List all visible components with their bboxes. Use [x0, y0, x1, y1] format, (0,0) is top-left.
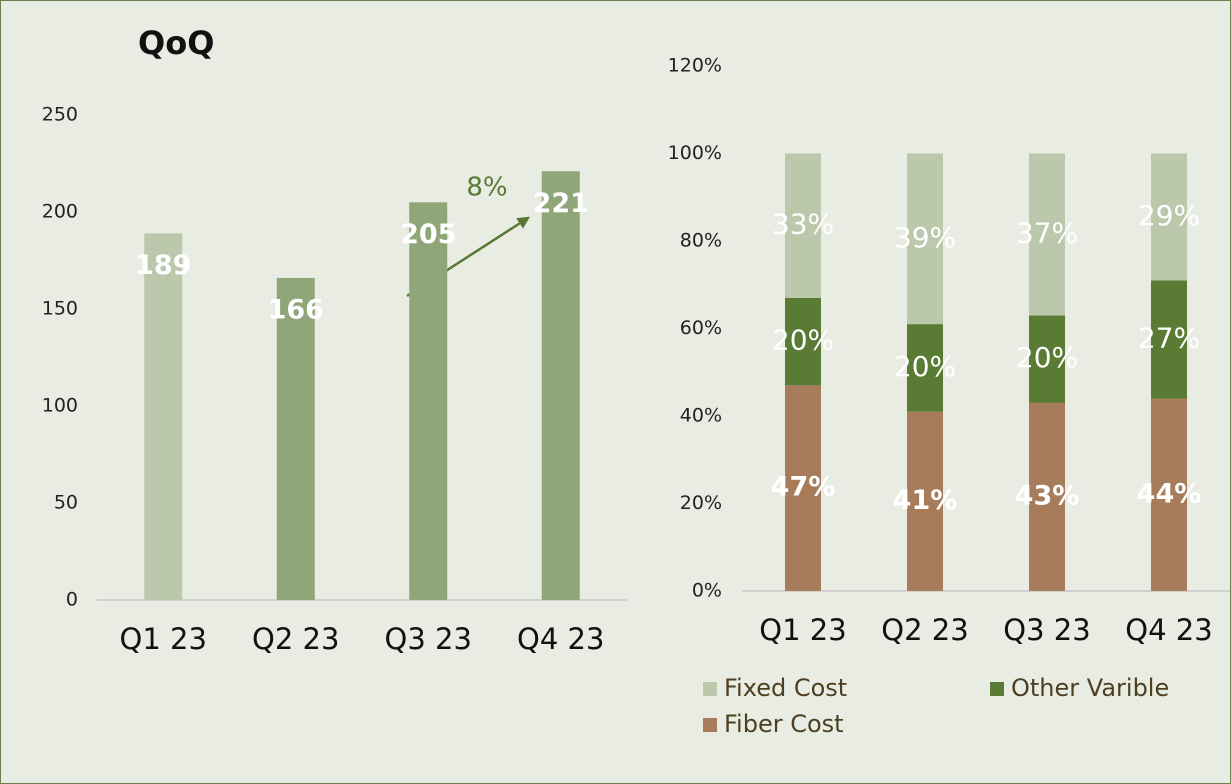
x-tick-label: Q2 23: [881, 613, 968, 647]
data-label: 43%: [1015, 480, 1080, 511]
legend-label: Other Varible: [1011, 674, 1169, 702]
bar-segment: [1151, 280, 1187, 399]
data-label: 20%: [1016, 341, 1078, 374]
x-tick-label: Q2 23: [252, 622, 339, 656]
x-tick-label: Q1 23: [759, 613, 846, 647]
x-tick-label: Q3 23: [385, 622, 472, 656]
bar: [541, 171, 580, 600]
data-label: 47%: [771, 472, 836, 503]
bar-segment: [785, 297, 821, 386]
y-tick-label: 20%: [680, 492, 722, 514]
annotation: 8%: [466, 173, 507, 203]
data-label: 205: [400, 219, 456, 250]
chart-title: QoQ: [138, 24, 214, 62]
bar-segment: [785, 385, 821, 591]
bar: [276, 277, 315, 600]
data-label: 20%: [772, 324, 834, 357]
bar-segment: [907, 411, 943, 591]
data-label: 39%: [894, 221, 956, 254]
y-tick-label: 150: [42, 298, 78, 320]
x-tick-label: Q4 23: [1125, 613, 1212, 647]
data-label: 29%: [1138, 199, 1200, 232]
y-tick-label: 60%: [680, 317, 722, 339]
legend-label: Fixed Cost: [724, 674, 847, 702]
y-tick-label: 0%: [692, 580, 722, 602]
y-tick-label: 120%: [668, 55, 722, 77]
legend-swatch: [990, 682, 1004, 696]
y-tick-label: 100: [42, 395, 78, 417]
bar-segment: [1151, 398, 1187, 591]
data-label: 44%: [1137, 478, 1202, 509]
y-tick-label: 40%: [680, 405, 722, 427]
data-label: 27%: [1138, 321, 1200, 354]
bar-segment: [1029, 315, 1065, 403]
bar: [409, 202, 448, 601]
data-label: 221: [533, 188, 589, 219]
x-tick-label: Q4 23: [517, 622, 604, 656]
bar-segment: [1151, 153, 1187, 281]
x-tick-label: Q3 23: [1003, 613, 1090, 647]
y-tick-label: 250: [42, 104, 78, 126]
data-label: 41%: [893, 485, 958, 516]
bar-segment: [1029, 402, 1065, 591]
x-tick-label: Q1 23: [120, 622, 207, 656]
legend-label: Fiber Cost: [724, 710, 844, 738]
bar-segment: [785, 153, 821, 298]
legend-swatch: [703, 682, 717, 696]
y-tick-label: 80%: [680, 230, 722, 252]
y-tick-label: 200: [42, 201, 78, 223]
bar-segment: [907, 324, 943, 412]
y-tick-label: 50: [54, 492, 78, 514]
data-label: 166: [268, 294, 324, 325]
bar-segment: [907, 153, 943, 325]
y-tick-label: 0: [66, 589, 78, 611]
data-label: 37%: [1016, 216, 1078, 249]
legend-swatch: [703, 718, 717, 732]
data-label: 20%: [894, 350, 956, 383]
data-label: 189: [135, 250, 191, 281]
bar-segment: [1029, 153, 1065, 316]
y-tick-label: 100%: [668, 142, 722, 164]
bar: [144, 233, 183, 600]
data-label: 33%: [772, 208, 834, 241]
